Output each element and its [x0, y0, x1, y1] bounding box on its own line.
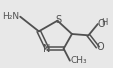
Text: S: S [55, 15, 61, 25]
Text: O: O [96, 19, 104, 29]
Text: H: H [100, 18, 106, 27]
Text: CH₃: CH₃ [70, 56, 87, 65]
Text: O: O [95, 42, 103, 52]
Text: H₂N: H₂N [2, 12, 19, 21]
Text: N: N [43, 44, 50, 54]
